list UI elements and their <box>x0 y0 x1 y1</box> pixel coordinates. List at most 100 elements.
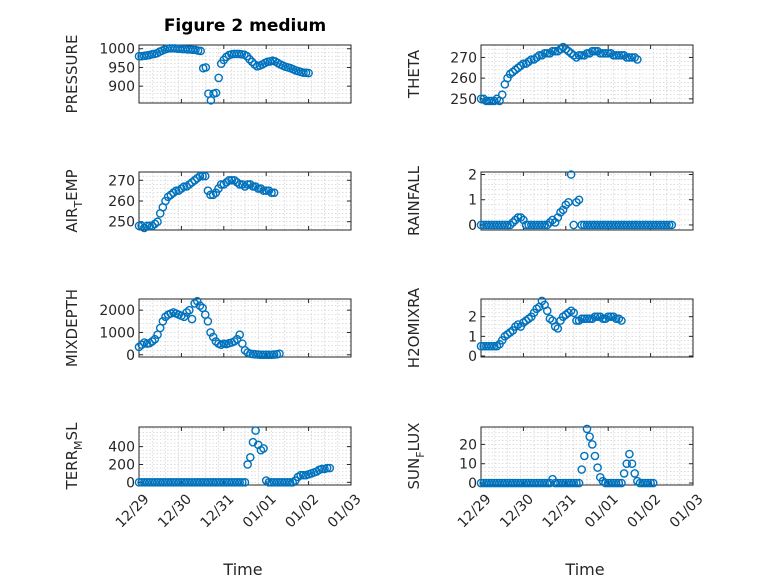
data-point <box>280 478 290 487</box>
y-tick-label: 1 <box>468 193 477 209</box>
data-point <box>182 308 191 317</box>
data-point <box>206 328 215 337</box>
y-tick-label: 950 <box>108 60 135 76</box>
data-point <box>564 197 573 207</box>
data-point <box>535 478 544 488</box>
data-point <box>617 316 626 325</box>
data-point <box>489 341 499 351</box>
data-point <box>566 478 576 488</box>
data-point <box>524 220 534 230</box>
subplot-air-temp: 250 260 270 AIRTEMP <box>63 169 352 233</box>
data-point <box>516 213 526 222</box>
y-tick-label: 0 <box>126 475 135 491</box>
data-point <box>540 478 549 488</box>
data-point <box>481 220 491 230</box>
data-point <box>569 478 579 488</box>
data-point <box>550 218 560 227</box>
subplot-theta: 250 260 270 THETA <box>405 42 694 108</box>
data-point <box>299 68 308 77</box>
data-point <box>662 220 671 230</box>
data-point <box>532 220 541 230</box>
data-point <box>577 314 587 323</box>
data-point <box>564 478 573 488</box>
data-point <box>153 217 162 227</box>
data-point <box>598 314 608 323</box>
y-axis-label: SUNFLUX <box>405 423 427 490</box>
data-point <box>609 478 618 488</box>
data-point <box>147 478 157 487</box>
y-tick-label: 1000 <box>99 325 135 341</box>
data-point <box>245 54 254 64</box>
y-axis-label: RAINFALL <box>405 165 423 236</box>
data-point <box>577 220 587 230</box>
y-tick-label: 1 <box>468 329 477 345</box>
data-point <box>484 96 494 106</box>
data-point <box>155 478 165 487</box>
data-point <box>304 68 313 78</box>
data-point <box>185 305 194 315</box>
data-point <box>537 220 547 230</box>
axes-frame <box>480 298 694 358</box>
data-point <box>285 478 295 487</box>
y-tick-label: 270 <box>108 173 135 189</box>
data-point <box>142 221 152 231</box>
y-tick-label: 0 <box>468 349 477 365</box>
data-point <box>179 312 189 322</box>
data-point <box>513 478 523 488</box>
data-point <box>240 478 250 487</box>
data-point <box>548 46 557 56</box>
data-point <box>264 350 274 360</box>
subplot-pressure: 900 950 1000 PRESSURE Figure 2 medium <box>63 16 352 113</box>
data-point <box>577 51 587 60</box>
data-point <box>227 175 237 185</box>
data-point <box>654 220 663 230</box>
data-point <box>527 478 536 488</box>
subplot-h2omixra: 0 1 2 H2OMIXRA <box>405 287 694 368</box>
y-axis-label: H2OMIXRA <box>405 287 423 368</box>
data-point <box>627 459 637 469</box>
data-point <box>535 220 544 230</box>
x-axis-label: Time <box>222 560 262 579</box>
data-point <box>317 464 327 474</box>
data-point <box>272 478 282 487</box>
data-point <box>479 478 488 488</box>
data-point <box>500 478 510 488</box>
data-point <box>508 218 518 227</box>
y-tick-label: 0 <box>468 218 477 234</box>
data-point <box>481 96 491 106</box>
data-point <box>651 220 661 230</box>
data-point <box>137 340 146 350</box>
data-point <box>588 220 597 230</box>
y-axis-label: THETA <box>405 49 423 99</box>
axes-frame <box>480 426 694 486</box>
data-point <box>540 220 549 230</box>
data-point <box>145 478 154 487</box>
data-point <box>222 478 231 487</box>
data-point <box>275 478 284 487</box>
data-point <box>638 220 647 230</box>
data-point <box>619 220 629 230</box>
data-point <box>553 213 563 222</box>
data-point <box>635 220 645 230</box>
data-point <box>235 330 244 339</box>
data-point <box>550 478 560 488</box>
data-point <box>580 220 589 230</box>
data-point <box>206 190 215 200</box>
x-tick-label: 01/01 <box>240 491 280 531</box>
data-point <box>593 220 602 230</box>
data-point <box>582 48 592 58</box>
data-point <box>481 341 491 351</box>
data-point <box>479 220 488 230</box>
data-point <box>524 478 534 488</box>
data-point <box>601 48 610 58</box>
subplot-rainfall: 0 1 2 RAINFALL <box>405 165 694 236</box>
data-point <box>195 301 205 310</box>
subplot-mixdepth: 0 1000 2000 MIXDEPTH <box>63 289 352 367</box>
data-point <box>508 478 518 488</box>
data-point <box>519 59 528 68</box>
data-point <box>585 314 594 323</box>
data-point <box>296 470 305 480</box>
data-point <box>216 180 226 189</box>
data-point <box>542 220 552 230</box>
data-point <box>667 220 677 230</box>
